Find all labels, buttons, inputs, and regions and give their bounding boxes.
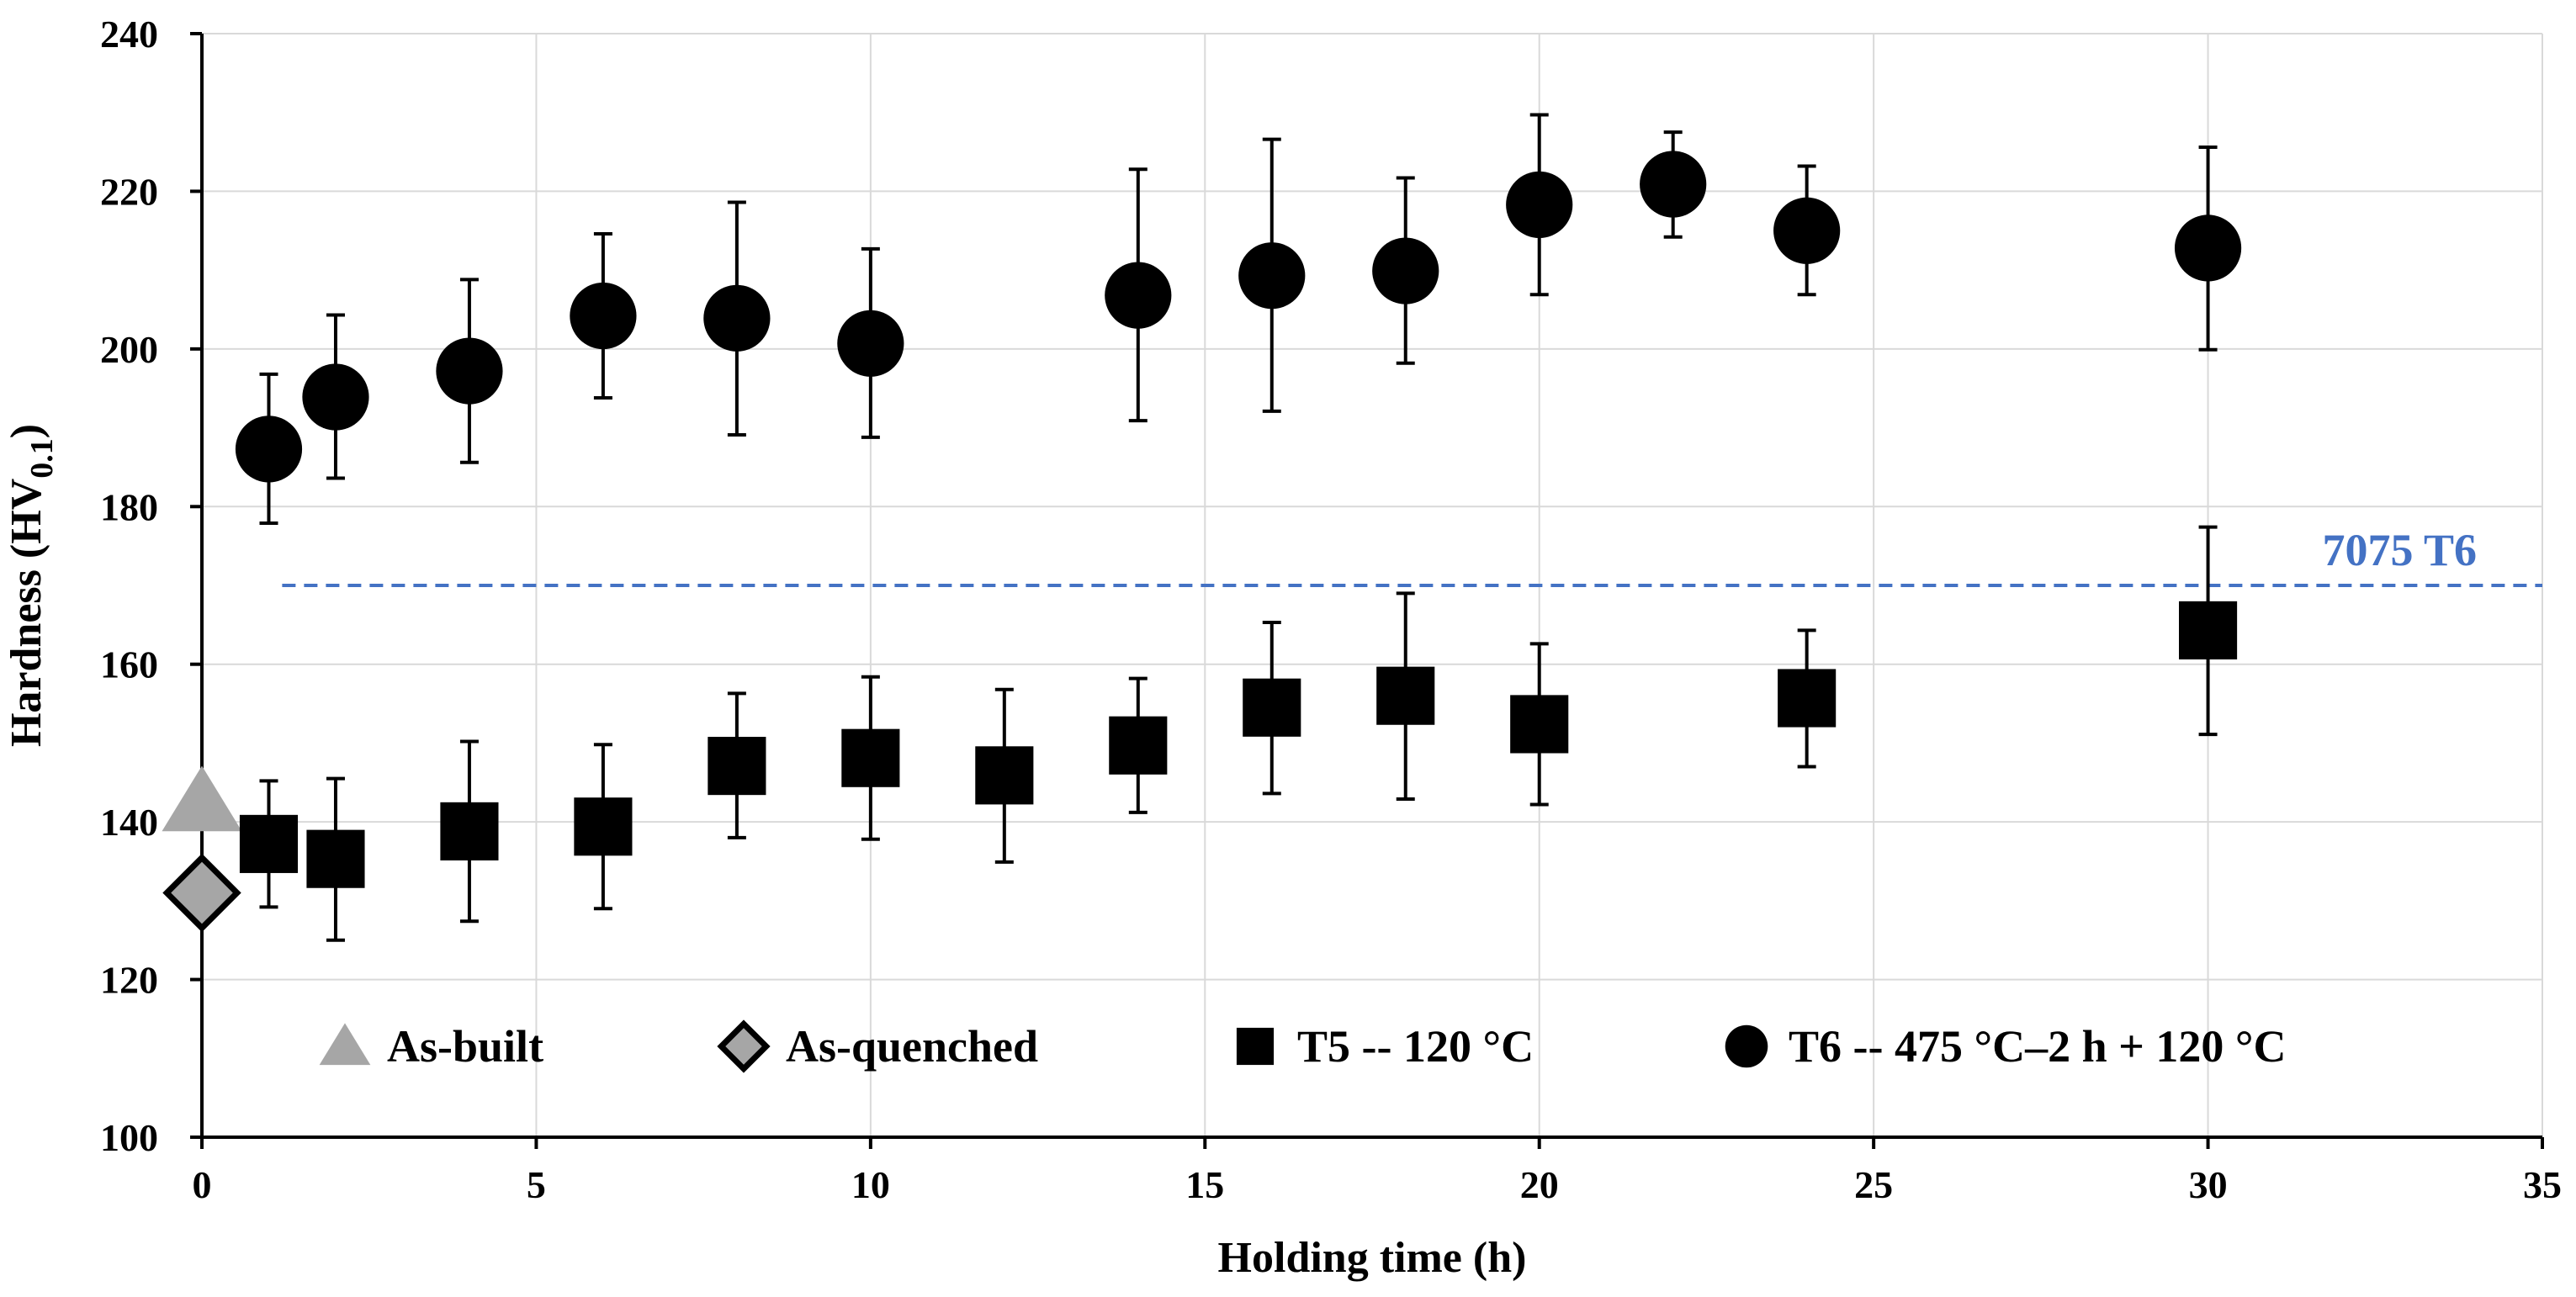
- y-tick-label: 100: [100, 1116, 158, 1159]
- x-tick-label: 10: [851, 1163, 890, 1206]
- data-point: [1109, 716, 1168, 775]
- y-tick-label: 140: [100, 801, 158, 844]
- legend-label: T5 -- 120 °C: [1297, 1021, 1534, 1072]
- error-bars: [259, 113, 2218, 942]
- y-axis-title: Hardness (HV0.1): [3, 424, 60, 747]
- x-tick-label: 20: [1520, 1163, 1559, 1206]
- data-point: [1243, 678, 1301, 737]
- data-point: [1372, 237, 1439, 304]
- data-point: [574, 797, 633, 856]
- data-point: [1778, 669, 1837, 728]
- x-tick-label: 25: [1854, 1163, 1893, 1206]
- data-point: [703, 284, 771, 352]
- legend-label: As-built: [387, 1021, 543, 1072]
- x-tick-label: 30: [2189, 1163, 2228, 1206]
- legend-label: T6 -- 475 °C–2 h + 120 °C: [1789, 1021, 2286, 1072]
- data-point: [1238, 242, 1306, 310]
- data-point: [2179, 601, 2238, 659]
- y-tick-label: 160: [100, 643, 158, 686]
- y-tick-label: 200: [100, 328, 158, 371]
- x-tick-label: 0: [193, 1163, 212, 1206]
- data-point: [841, 728, 900, 787]
- data-point: [1506, 171, 1573, 238]
- data-point: [302, 363, 369, 431]
- data-point: [1105, 262, 1172, 329]
- data-point: [440, 802, 499, 860]
- legend-label: As-quenched: [786, 1021, 1038, 1072]
- data-point: [837, 310, 904, 377]
- y-tick-label: 220: [100, 170, 158, 213]
- data-point: [235, 416, 303, 483]
- reference-line-label: 7075 T6: [2322, 525, 2477, 575]
- axes: [200, 34, 2542, 1139]
- data-point: [570, 282, 637, 350]
- x-axis-title: Holding time (h): [1218, 1234, 1527, 1282]
- x-tick-label: 5: [527, 1163, 546, 1206]
- y-axis-title-subscript: 0.1: [24, 438, 60, 479]
- legend: As-built As-quenched T5 -- 120 °C T6 -- 475…: [319, 1019, 2286, 1073]
- data-point: [1640, 151, 1707, 218]
- y-axis-title-close: ): [3, 424, 50, 438]
- legend-marker: [717, 1019, 771, 1073]
- data-point: [306, 829, 365, 888]
- y-tick-label: 180: [100, 485, 158, 528]
- data-point: [1376, 666, 1435, 725]
- data-point: [975, 746, 1034, 805]
- data-point: [436, 337, 503, 405]
- y-axis-title-main: Hardness (HV: [3, 479, 50, 747]
- data-point: [708, 737, 766, 796]
- legend-marker: [1725, 1024, 1768, 1068]
- data-point: [1773, 197, 1841, 264]
- tick-marks: 100 120 140 160 180 200 220 240 0 5 10 15 20 25 30 35: [100, 13, 2562, 1206]
- legend-marker: [1236, 1027, 1275, 1066]
- data-point: [1510, 695, 1569, 754]
- y-tick-label: 120: [100, 959, 158, 1002]
- data-point: [162, 765, 242, 832]
- legend-marker: [319, 1023, 371, 1066]
- reference-line-group: 7075 T6: [282, 525, 2542, 587]
- y-tick-label: 240: [100, 13, 158, 56]
- data-markers: [162, 151, 2242, 933]
- x-tick-label: 35: [2523, 1163, 2562, 1206]
- data-point: [239, 814, 299, 873]
- data-point: [162, 853, 241, 933]
- data-point: [2174, 214, 2242, 282]
- x-tick-label: 15: [1185, 1163, 1224, 1206]
